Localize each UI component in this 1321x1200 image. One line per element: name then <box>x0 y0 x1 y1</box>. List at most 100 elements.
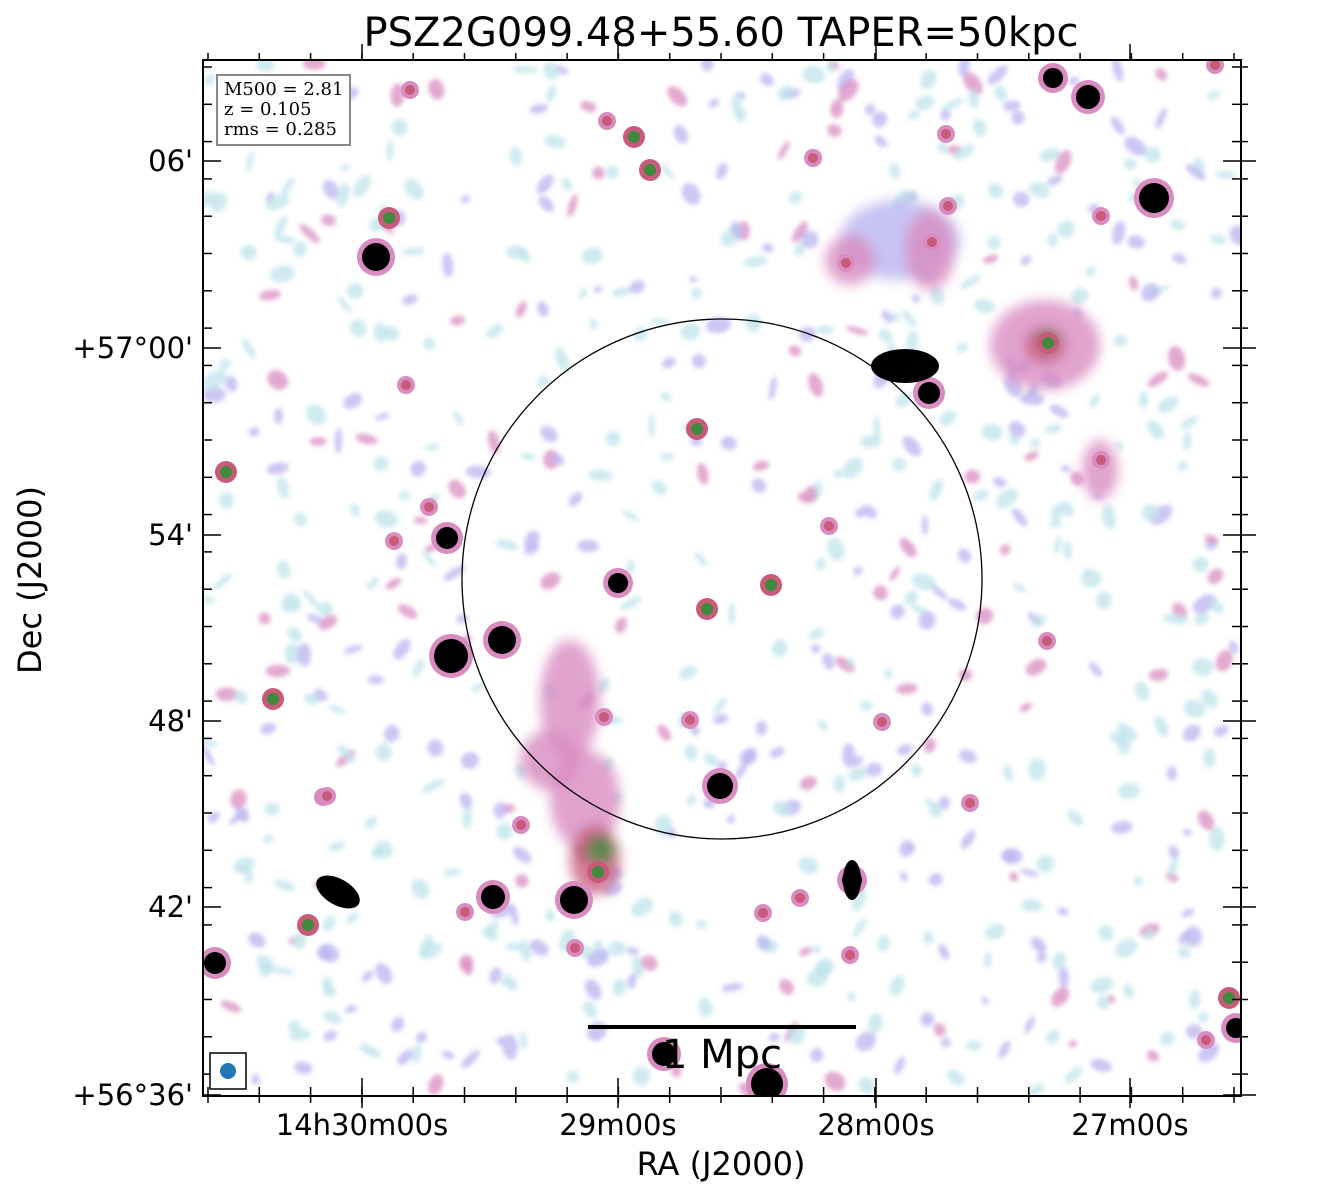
noise-blob <box>691 354 706 369</box>
noise-blob <box>462 806 472 829</box>
noise-blob <box>938 140 948 155</box>
source-core <box>599 712 609 722</box>
noise-blob <box>615 617 627 634</box>
noise-blob <box>982 254 999 264</box>
noise-blob <box>627 973 637 989</box>
noise-blob <box>1124 136 1147 156</box>
noise-blob <box>667 86 688 107</box>
noise-blob <box>584 978 602 1000</box>
noise-blob <box>411 879 430 899</box>
extended-bright-source <box>843 860 861 900</box>
noise-blob <box>581 247 604 265</box>
noise-blob <box>397 604 418 619</box>
noise-blob <box>520 453 536 461</box>
noise-blob <box>391 1016 405 1032</box>
noise-blob <box>1185 1024 1203 1039</box>
noise-blob <box>899 871 909 882</box>
noise-blob <box>668 910 683 928</box>
noise-blob <box>554 65 569 75</box>
noise-blob <box>810 1048 824 1063</box>
noise-blob <box>322 179 339 200</box>
noise-blob <box>343 645 363 654</box>
extended-bright-source <box>871 349 939 383</box>
x-tick-label: 14h30m00s <box>275 1108 449 1142</box>
noise-blob <box>318 615 338 630</box>
noise-blob <box>537 375 549 388</box>
noise-blob <box>276 476 290 499</box>
noise-blob <box>824 1071 846 1092</box>
noise-blob <box>543 134 566 149</box>
bright-source <box>1139 183 1169 213</box>
noise-blob <box>443 868 462 877</box>
noise-blob <box>248 932 266 948</box>
bright-source <box>1076 85 1100 109</box>
noise-blob <box>297 642 312 667</box>
noise-blob <box>318 601 333 617</box>
noise-blob <box>284 642 301 665</box>
noise-blob <box>256 60 275 72</box>
noise-blob <box>264 802 280 816</box>
noise-blob <box>826 61 837 73</box>
noise-blob <box>373 322 388 343</box>
noise-blob <box>1024 451 1039 462</box>
noise-blob <box>622 510 639 522</box>
noise-blob <box>322 1010 342 1024</box>
noise-blob <box>259 289 281 301</box>
source-core <box>1096 211 1106 221</box>
noise-blob <box>890 312 901 322</box>
bright-source <box>1226 1018 1241 1038</box>
noise-blob <box>697 462 709 485</box>
noise-blob <box>203 745 215 766</box>
noise-blob <box>1009 872 1019 882</box>
noise-blob <box>1183 699 1206 718</box>
noise-blob <box>1168 845 1180 859</box>
noise-blob <box>808 372 824 397</box>
noise-blob <box>519 939 532 962</box>
noise-blob <box>745 314 762 332</box>
noise-blob <box>225 376 238 392</box>
noise-blob <box>203 736 218 748</box>
noise-blob <box>529 103 548 114</box>
noise-blob <box>1003 764 1013 782</box>
noise-blob <box>1011 508 1028 527</box>
noise-blob <box>860 505 878 519</box>
noise-blob <box>715 162 728 180</box>
noise-blob <box>203 387 226 403</box>
noise-blob <box>657 724 671 741</box>
noise-blob <box>1051 503 1065 519</box>
noise-blob <box>1228 641 1239 654</box>
noise-blob <box>960 830 976 849</box>
source-core <box>795 893 805 903</box>
noise-blob <box>659 163 675 180</box>
noise-blob <box>303 590 320 610</box>
noise-blob <box>867 1013 883 1034</box>
noise-blob <box>708 98 720 108</box>
noise-blob <box>271 967 295 975</box>
noise-blob <box>973 489 990 501</box>
source-core <box>1210 60 1220 70</box>
noise-blob <box>358 1043 381 1058</box>
noise-blob <box>1001 848 1023 864</box>
noise-blob <box>366 576 380 590</box>
noise-blob <box>413 516 428 525</box>
noise-blob <box>441 1050 455 1060</box>
noise-blob <box>1031 614 1047 628</box>
source-core <box>322 791 332 801</box>
noise-blob <box>612 287 631 297</box>
noise-blob <box>220 1000 242 1013</box>
noise-blob <box>234 689 248 704</box>
noise-blob <box>1049 404 1069 418</box>
noise-blob <box>788 191 803 204</box>
noise-blob <box>911 294 921 303</box>
noise-blob <box>203 191 217 207</box>
noise-blob <box>846 326 869 335</box>
noise-blob <box>940 1037 951 1048</box>
source-core <box>302 919 314 931</box>
noise-blob <box>1098 924 1114 942</box>
bright-source <box>608 573 628 593</box>
noise-blob <box>889 163 900 179</box>
info-box: M500 = 2.81 z = 0.105 rms = 0.285 <box>216 74 352 146</box>
noise-blob <box>299 224 320 243</box>
noise-blob <box>1188 989 1201 1010</box>
noise-blob <box>941 98 964 111</box>
